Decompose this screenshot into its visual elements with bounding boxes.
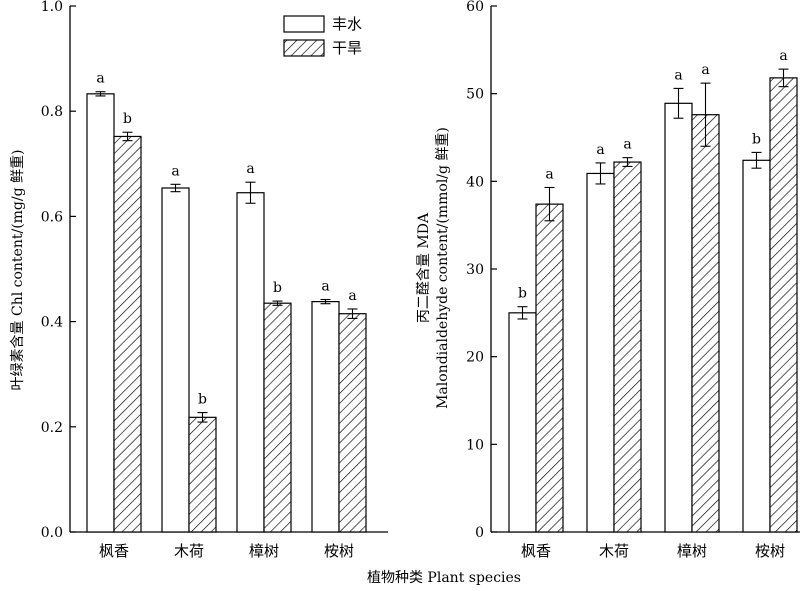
x-axis-label: 植物种类 Plant species xyxy=(367,570,521,586)
legend-swatch-drought xyxy=(283,39,325,57)
mda-significance-letter: a xyxy=(674,67,682,83)
mda-y-axis-label-line2: Malondialdehyde content/(mmol/g 鲜重) xyxy=(435,127,451,409)
mda-y-tick-label: 10 xyxy=(466,437,484,453)
chl-significance-letter: a xyxy=(246,161,254,177)
chl-bar-drought xyxy=(263,302,292,533)
mda-y-tick-label: 50 xyxy=(466,87,484,103)
chl-y-tick-label: 0.8 xyxy=(41,104,63,120)
chl-category-label: 枫香 xyxy=(99,542,129,560)
mda-significance-letter: a xyxy=(545,166,553,182)
chl-bar-wet xyxy=(236,192,265,533)
legend-label-wet: 丰水 xyxy=(332,15,362,33)
mda-bar-wet xyxy=(742,159,771,533)
chl-chart: 叶绿素含量 Chl content/(mg/g 鲜重) 0.0 0.2 0.4 0.6… xyxy=(10,0,388,560)
chl-bar-wet xyxy=(86,93,115,533)
mda-bar-wet xyxy=(586,172,615,533)
legend: 丰水 干旱 xyxy=(283,15,362,57)
chl-significance-letter: b xyxy=(273,280,282,296)
mda-significance-letter: a xyxy=(623,137,631,153)
chl-y-tick-label: 0.4 xyxy=(41,315,63,331)
mda-y-tick-label: 0 xyxy=(475,525,484,541)
mda-significance-letter: a xyxy=(779,48,787,64)
mda-category-label: 樟树 xyxy=(677,542,707,560)
mda-significance-letter: b xyxy=(752,131,761,147)
mda-y-axis-label-line1: 丙二醛含量 MDA xyxy=(416,212,432,323)
mda-bar-drought xyxy=(535,203,564,533)
chl-significance-letter: a xyxy=(348,288,356,304)
mda-category-label: 木荷 xyxy=(599,542,629,560)
chl-category-label: 木荷 xyxy=(174,542,204,560)
mda-bar-drought xyxy=(769,77,798,533)
legend-label-drought: 干旱 xyxy=(332,39,362,57)
mda-y-tick-label: 40 xyxy=(466,174,484,190)
chl-bar-drought xyxy=(338,313,367,533)
chl-bar-wet xyxy=(311,301,340,533)
chl-y-tick-label: 1.0 xyxy=(41,0,63,15)
mda-category-label: 枫香 xyxy=(521,542,551,560)
mda-bar-drought xyxy=(613,161,642,533)
mda-y-tick-label: 30 xyxy=(466,262,484,278)
mda-y-tick-label: 60 xyxy=(466,0,484,15)
chl-bar-drought xyxy=(188,416,217,533)
chl-significance-letter: b xyxy=(198,392,207,408)
mda-bar-wet xyxy=(664,102,693,533)
chl-significance-letter: a xyxy=(96,71,104,87)
chl-bar-drought xyxy=(113,135,142,533)
chl-significance-letter: a xyxy=(321,279,329,295)
mda-chart: 丙二醛含量 MDA Malondialdehyde content/(mmol/… xyxy=(416,0,800,560)
mda-significance-letter: b xyxy=(518,286,527,302)
mda-significance-letter: a xyxy=(596,142,604,158)
mda-category-label: 桉树 xyxy=(755,542,785,560)
chl-y-axis-label: 叶绿素含量 Chl content/(mg/g 鲜重) xyxy=(10,150,26,391)
mda-bar-wet xyxy=(508,312,537,533)
legend-swatch-wet xyxy=(283,15,325,33)
chl-significance-letter: b xyxy=(123,111,132,127)
chl-category-label: 樟树 xyxy=(249,542,279,560)
chl-bar-wet xyxy=(161,187,190,533)
mda-significance-letter: a xyxy=(701,62,709,78)
chl-y-tick-label: 0.2 xyxy=(41,420,63,436)
chl-significance-letter: a xyxy=(171,163,179,179)
chl-y-tick-label: 0.6 xyxy=(41,209,63,225)
chl-category-label: 桉树 xyxy=(324,542,354,560)
mda-bar-drought xyxy=(691,114,720,533)
chl-y-tick-label: 0.0 xyxy=(41,525,63,541)
mda-y-tick-label: 20 xyxy=(466,350,484,366)
